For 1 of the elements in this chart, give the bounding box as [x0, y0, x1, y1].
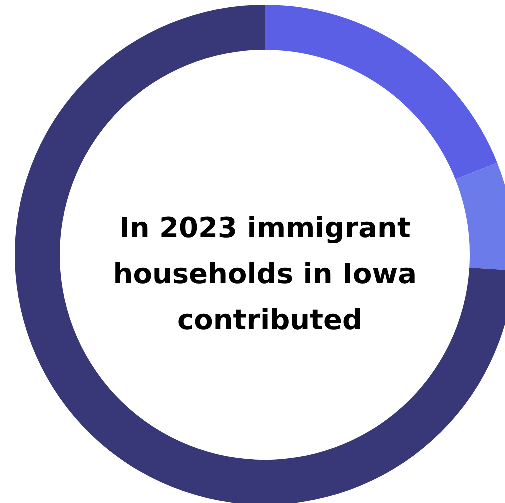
text: In 2023 immigrant households in Iowa contributed [113, 212, 427, 336]
